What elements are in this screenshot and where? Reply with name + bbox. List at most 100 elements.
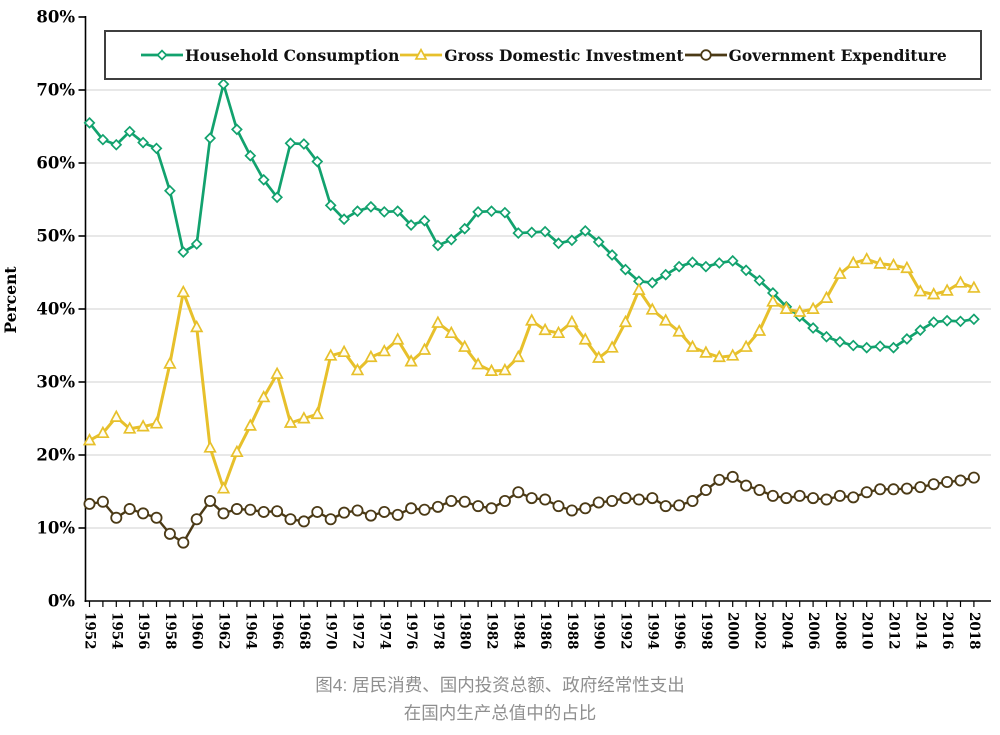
household-consumption-marker: [619, 263, 632, 276]
x-tick-label: 1972: [350, 612, 366, 650]
government-expenditure-marker: [525, 492, 538, 505]
x-tick-label: 1992: [618, 612, 634, 650]
y-tick-label: 30%: [36, 373, 75, 392]
x-tick-label: 1960: [189, 612, 205, 650]
gross-domestic-investment-marker: [565, 314, 579, 328]
gross-domestic-investment-marker: [350, 362, 365, 376]
government-expenditure-marker: [539, 493, 552, 506]
household-consumption-marker: [686, 256, 699, 269]
gross-domestic-investment-marker: [806, 301, 820, 314]
government-expenditure-marker: [244, 503, 257, 516]
household-consumption-marker: [699, 260, 712, 273]
gross-domestic-investment-marker: [176, 284, 190, 298]
legend-marker: [414, 47, 428, 60]
household-consumption-marker: [204, 132, 217, 145]
y-tick-label: 40%: [36, 300, 75, 319]
government-expenditure-marker: [163, 527, 176, 540]
government-expenditure-marker: [230, 503, 243, 516]
caption-line-1: 图4: 居民消费、国内投资总额、政府经常性支出: [315, 675, 685, 695]
gross-domestic-investment-marker: [645, 302, 659, 315]
gross-domestic-investment-marker: [672, 324, 686, 337]
government-expenditure-marker: [284, 513, 297, 526]
x-tick-label: 2004: [778, 612, 794, 650]
gross-domestic-investment-marker: [739, 339, 753, 352]
gross-domestic-investment-marker: [404, 354, 418, 367]
household-consumption-marker: [498, 206, 511, 219]
gross-domestic-investment-marker: [364, 349, 378, 363]
government-expenditure-marker: [96, 495, 109, 508]
household-consumption-marker: [338, 213, 351, 226]
gross-domestic-investment-marker: [324, 348, 338, 361]
government-expenditure-marker: [324, 513, 337, 526]
gross-domestic-investment-marker: [297, 411, 311, 424]
government-expenditure-marker: [137, 507, 150, 520]
x-tick-label: 1986: [537, 612, 553, 650]
gross-domestic-investment-marker: [953, 275, 968, 288]
household-consumption-marker: [606, 249, 619, 261]
gross-domestic-investment-marker: [257, 389, 271, 403]
x-tick-label: 1954: [108, 612, 124, 650]
gross-domestic-investment-marker: [846, 255, 860, 268]
gross-domestic-investment-marker: [967, 280, 981, 293]
household-consumption-marker: [217, 78, 230, 91]
government-expenditure-marker: [552, 500, 565, 513]
household-consumption-marker: [525, 226, 538, 239]
gross-domestic-investment-marker: [940, 283, 954, 296]
x-tick-label: 2012: [886, 612, 902, 650]
legend-item-household-consumption: Household Consumption: [140, 46, 399, 65]
gross-domestic-investment-marker: [270, 366, 284, 379]
gross-domestic-investment-marker: [444, 325, 458, 339]
y-axis-tick-labels: 0% 10% 20% 30% 40% 50% 60% 70% 80%: [36, 8, 75, 611]
x-tick-label: 1982: [484, 612, 500, 650]
gross-domestic-investment-marker: [712, 349, 726, 363]
x-tick-label: 2014: [912, 612, 928, 650]
government-expenditure-marker: [753, 484, 766, 497]
legend-marker-triangle-icon: [400, 47, 443, 60]
household-consumption-marker: [458, 222, 471, 235]
government-expenditure-marker: [833, 489, 846, 502]
household-consumption-marker: [579, 224, 592, 237]
x-tick-label: 2008: [832, 612, 848, 650]
x-tick-label: 1966: [269, 612, 285, 650]
gross-domestic-investment-marker: [391, 332, 405, 345]
government-expenditure-marker: [847, 491, 860, 504]
government-expenditure-marker: [150, 511, 163, 524]
household-consumption-marker: [860, 341, 873, 354]
gross-domestic-investment-marker: [886, 257, 901, 271]
government-expenditure-marker: [338, 506, 351, 519]
gross-domestic-investment-marker: [243, 418, 257, 431]
household-consumption-marker: [900, 333, 913, 345]
gross-domestic-investment-marker: [109, 409, 123, 422]
x-tick-label: 1988: [564, 612, 580, 650]
x-tick-label: 1956: [135, 612, 151, 650]
y-tick-label: 60%: [36, 154, 75, 173]
household-consumption-marker: [137, 136, 150, 149]
axes: [78, 16, 991, 607]
gross-domestic-investment-marker: [605, 340, 619, 353]
household-consumption-marker: [713, 257, 726, 269]
government-expenditure-marker: [820, 493, 833, 506]
gross-domestic-investment-marker: [632, 282, 646, 295]
gross-domestic-investment-marker: [417, 342, 432, 355]
gross-domestic-investment-marker: [819, 290, 834, 303]
gross-domestic-investment-marker: [699, 345, 713, 358]
government-expenditure-marker: [954, 474, 967, 487]
caption-line-2: 在国内生产总值中的占比: [403, 703, 597, 723]
y-tick-label: 10%: [36, 519, 75, 538]
household-consumption-marker: [927, 316, 940, 329]
government-expenditure-marker: [391, 508, 404, 521]
government-expenditure-marker: [579, 502, 592, 515]
government-expenditure-marker: [485, 502, 498, 515]
legend-marker-diamond-icon: [141, 49, 183, 61]
government-expenditure-marker: [659, 500, 672, 513]
y-tick-label: 20%: [36, 446, 75, 465]
government-expenditure-marker: [874, 483, 887, 496]
government-expenditure-marker: [887, 483, 900, 496]
government-expenditure-marker: [927, 478, 940, 491]
legend-marker-circle-icon: [684, 49, 727, 61]
household-consumption-marker: [887, 341, 900, 354]
x-tick-label: 2000: [725, 612, 741, 650]
legend-item-gross-domestic-investment: Gross Domestic Investment: [399, 46, 684, 65]
government-expenditure-marker: [699, 484, 712, 497]
series-household-consumption-line: [88, 82, 975, 350]
